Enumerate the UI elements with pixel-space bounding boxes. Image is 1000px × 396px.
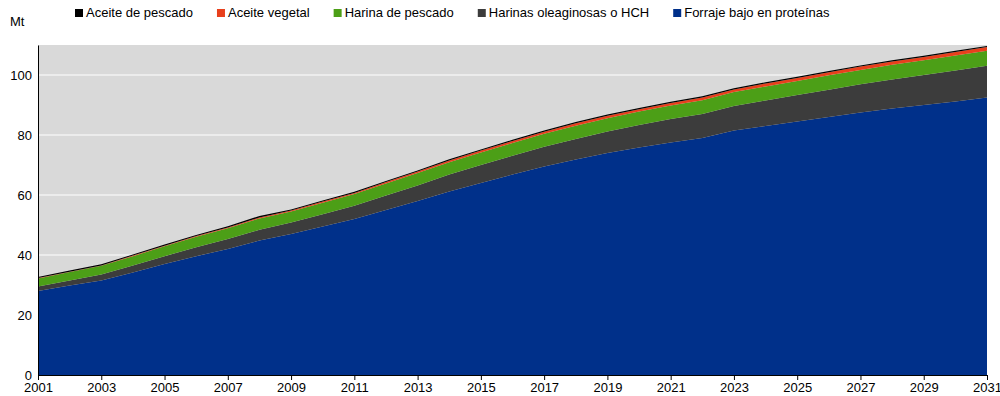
x-tick-label: 2001	[24, 380, 53, 395]
y-tick-label: 40	[18, 248, 32, 263]
x-tick-label: 2031	[973, 380, 1000, 395]
x-tick: 2029	[910, 375, 939, 395]
x-tick: 2027	[847, 375, 876, 395]
x-tick-label: 2003	[87, 380, 116, 395]
y-tick: 80	[18, 128, 38, 143]
y-tick: 100	[10, 68, 38, 83]
x-tick-label: 2005	[151, 380, 180, 395]
x-tick-label: 2025	[783, 380, 812, 395]
legend-item: Harina de pescado	[334, 5, 454, 20]
legend-item: Aceite de pescado	[75, 5, 193, 20]
x-tick: 2025	[783, 375, 812, 395]
x-tick: 2023	[720, 375, 749, 395]
legend-label: Harinas oleaginosas o HCH	[489, 5, 649, 20]
y-tick: 60	[18, 188, 38, 203]
y-axis-line	[38, 46, 39, 376]
x-tick-label: 2015	[467, 380, 496, 395]
x-tick-label: 2021	[657, 380, 686, 395]
y-tick-label: 60	[18, 188, 32, 203]
legend-swatch	[75, 9, 83, 17]
legend-swatch	[478, 9, 486, 17]
x-tick: 2009	[277, 375, 306, 395]
area-series	[38, 46, 987, 278]
x-tick-label: 2011	[341, 380, 369, 395]
x-axis: 2001 2003 2005 2007 2009 2011 2013 2015 2017 2019…	[24, 375, 1000, 395]
x-tick: 2021	[657, 375, 686, 395]
y-tick: 40	[18, 248, 38, 263]
area-series	[38, 51, 987, 287]
y-tick-label: 100	[10, 68, 32, 83]
x-tick: 2031	[973, 375, 1000, 395]
legend-label: Aceite de pescado	[86, 5, 193, 20]
y-axis-title: Mt	[10, 14, 25, 29]
legend-item: Forraje bajo en proteínas	[673, 5, 830, 20]
legend-item: Harinas oleaginosas o HCH	[478, 5, 649, 20]
x-tick-label: 2019	[593, 380, 622, 395]
x-tick-label: 2027	[847, 380, 876, 395]
legend-swatch	[673, 9, 681, 17]
area-series	[38, 98, 987, 376]
plot-background	[38, 45, 987, 375]
legend-swatch	[334, 9, 342, 17]
x-tick-label: 2013	[404, 380, 433, 395]
x-tick-label: 2029	[910, 380, 939, 395]
areas	[38, 46, 987, 375]
y-axis: 020406080100	[10, 46, 38, 383]
area-series	[38, 66, 987, 291]
y-tick-label: 80	[18, 128, 32, 143]
x-tick: 2013	[404, 375, 433, 395]
x-tick: 2005	[151, 375, 180, 395]
x-tick-label: 2023	[720, 380, 749, 395]
x-tick-label: 2017	[530, 380, 559, 395]
y-tick-label: 20	[18, 308, 32, 323]
legend-item: Aceite vegetal	[217, 5, 310, 20]
legend-label: Forraje bajo en proteínas	[684, 5, 830, 20]
x-tick-label: 2007	[214, 380, 243, 395]
x-tick: 2015	[467, 375, 496, 395]
legend-swatch	[217, 9, 225, 17]
legend-label: Aceite vegetal	[228, 5, 310, 20]
x-tick: 2011	[341, 375, 369, 395]
y-tick: 20	[18, 308, 38, 323]
x-tick: 2019	[593, 375, 622, 395]
x-tick: 2001	[24, 375, 53, 395]
x-tick: 2007	[214, 375, 243, 395]
area-series	[38, 47, 987, 278]
legend-label: Harina de pescado	[345, 5, 454, 20]
x-tick: 2017	[530, 375, 559, 395]
grid	[38, 75, 987, 375]
x-axis-line	[39, 376, 988, 381]
x-tick-label: 2009	[277, 380, 306, 395]
x-tick: 2003	[87, 375, 116, 395]
legend: Aceite de pescado Aceite vegetal Harina de…	[75, 5, 830, 20]
